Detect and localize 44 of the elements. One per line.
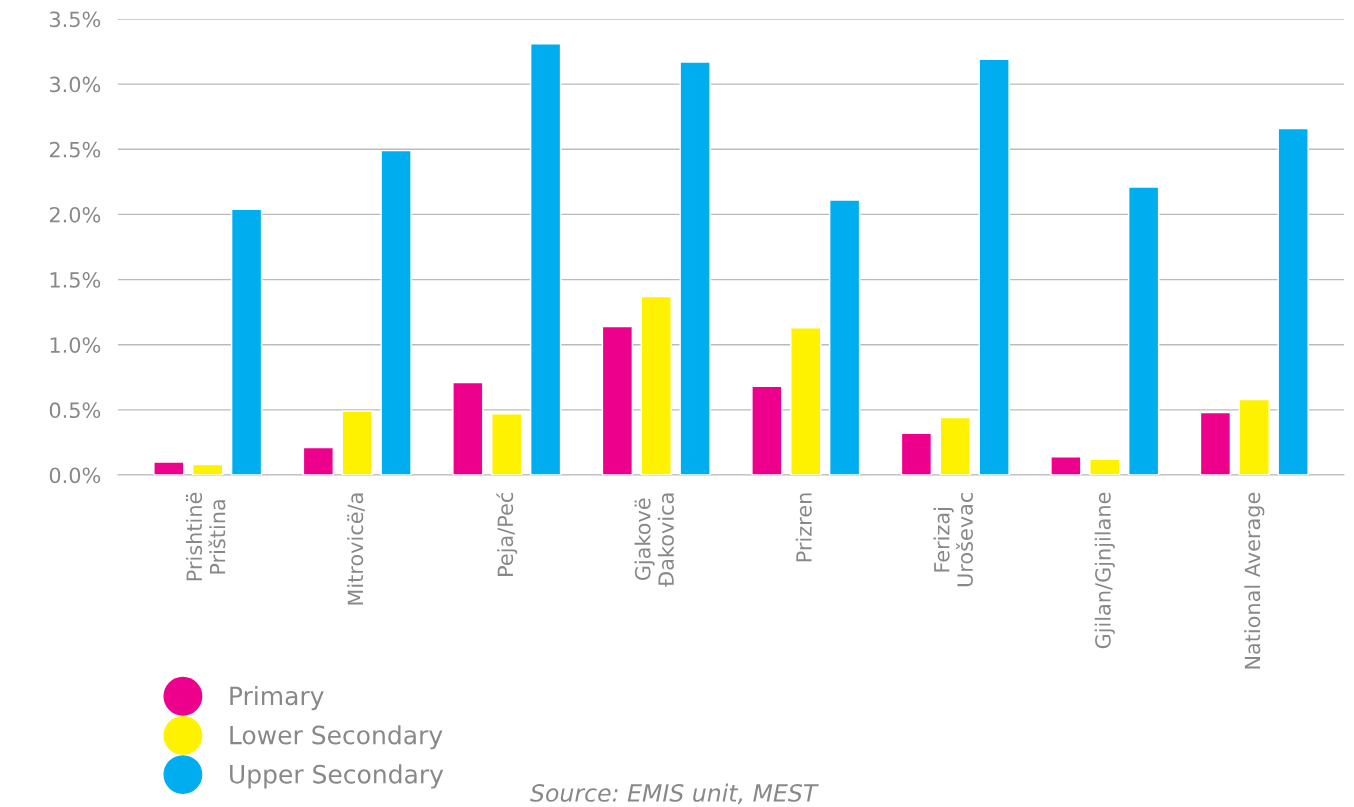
y-tick-label: 1.5% [50, 272, 101, 288]
bar [529, 43, 562, 475]
bar [491, 413, 523, 475]
bar [640, 295, 672, 475]
bar [900, 432, 933, 475]
x-tick-label: Peja/Peć [496, 492, 518, 576]
bar [828, 199, 861, 475]
bar [230, 208, 263, 475]
source-note: Source: EMIS unit, MEST [530, 783, 819, 805]
bar [1050, 456, 1082, 475]
bar [341, 410, 373, 475]
y-tick-label: 2.0% [49, 206, 101, 223]
bar [679, 61, 711, 475]
x-tick-label: Prishtinë Priština [185, 492, 226, 581]
bar [452, 381, 484, 475]
bar [192, 463, 224, 475]
bar [1277, 127, 1309, 475]
legend-label: Lower Secondary [230, 725, 443, 750]
y-tick-label: 1.0% [50, 337, 101, 353]
bar [751, 385, 783, 475]
bar [601, 325, 634, 475]
bar [380, 149, 412, 475]
x-tick-label: Mitrovicë/a [347, 493, 365, 605]
bar [1089, 458, 1121, 475]
y-tick-label: 0.0% [49, 467, 101, 484]
legend-label: Primary [230, 685, 324, 711]
x-tick-label: Gjilan/Gjnjilane [1094, 492, 1115, 649]
x-tick-label: Prizren [795, 493, 812, 562]
bar [153, 461, 185, 475]
y-tick-label: 0.5% [49, 402, 101, 419]
bar [939, 416, 971, 475]
y-tick-label: 3.5% [50, 11, 101, 28]
x-tick-label: National Average [1244, 492, 1265, 669]
bar [978, 58, 1010, 475]
bar [302, 446, 334, 475]
bar [1238, 398, 1270, 475]
legend-label: Upper Secondary [230, 764, 444, 789]
bar [1128, 186, 1160, 475]
x-tick-label: Ferizaj Uroševac [933, 492, 973, 587]
y-tick-label: 3.0% [50, 76, 101, 93]
bar [790, 327, 822, 475]
y-tick-label: 2.5% [49, 141, 101, 158]
bar [1199, 411, 1232, 475]
x-tick-label: Gjakovë Đakovica [634, 493, 674, 587]
